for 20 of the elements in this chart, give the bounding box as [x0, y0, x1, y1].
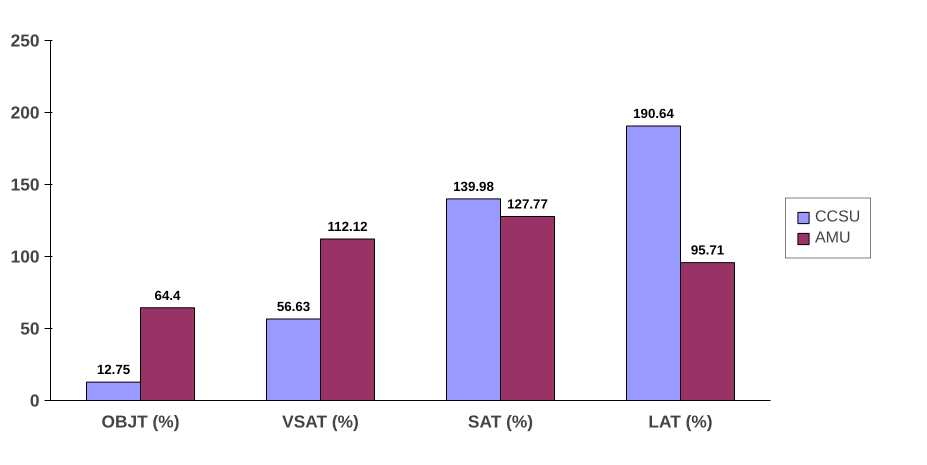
data-label: 127.77: [507, 196, 548, 212]
data-label: 139.98: [453, 178, 494, 194]
data-label: 112.12: [327, 219, 368, 234]
y-tick-label: 100: [10, 246, 40, 266]
legend-label: CCSU: [815, 208, 860, 226]
data-label: 64.4: [154, 288, 182, 303]
y-tick-label: 250: [10, 30, 40, 50]
data-label: 95.71: [690, 242, 725, 258]
y-tick-label: 0: [30, 390, 40, 410]
x-tick-label: VSAT (%): [282, 412, 359, 432]
x-tick-label: SAT (%): [468, 412, 534, 432]
legend-label: AMU: [815, 230, 851, 248]
x-tick-label: LAT (%): [648, 412, 713, 432]
x-tick-label: OBJT (%): [102, 412, 180, 432]
data-label: 12.75: [96, 362, 131, 378]
y-tick-label: 50: [20, 318, 40, 338]
y-tick-label: 150: [10, 174, 40, 194]
y-tick-label: 200: [10, 102, 40, 122]
data-label: 190.64: [633, 106, 674, 121]
data-label: 56.63: [276, 298, 310, 314]
